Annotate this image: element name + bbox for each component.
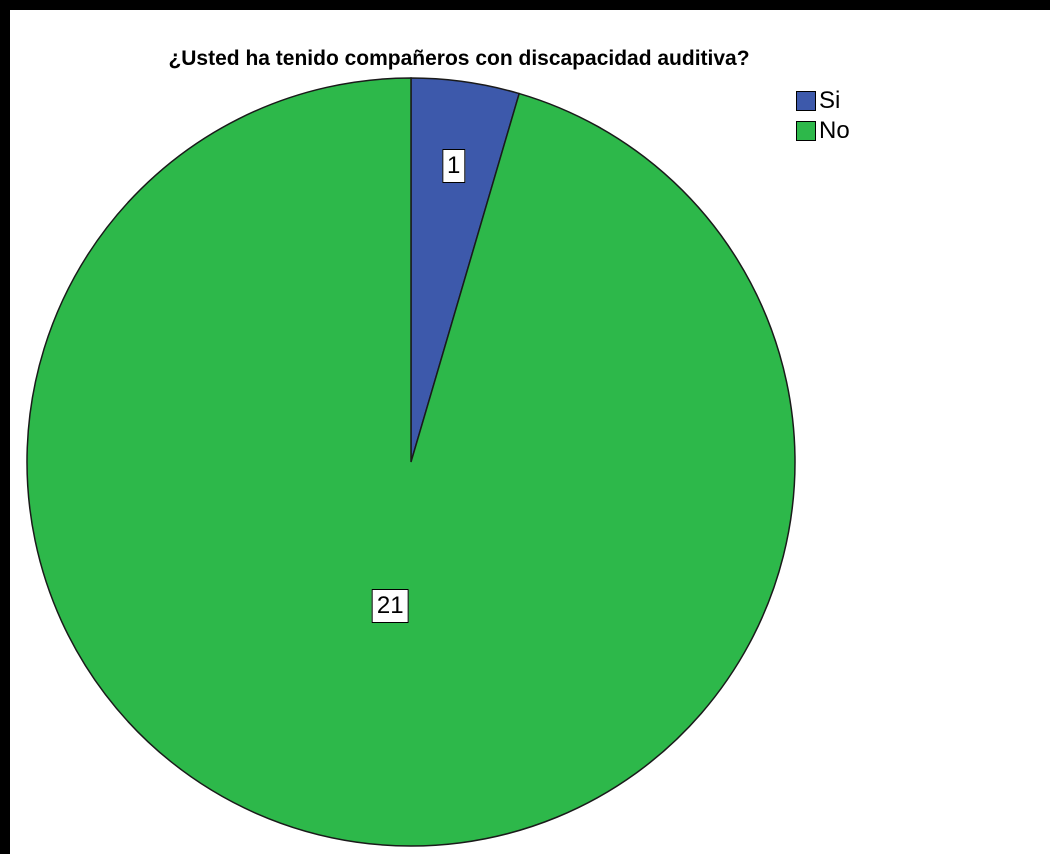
legend-item-no: No [796,116,850,146]
data-label-no: 21 [371,589,409,624]
legend-label-si: Si [819,87,841,114]
legend-swatch-si [796,91,816,111]
chart-title: ¿Usted ha tenido compañeros con discapac… [168,47,750,70]
data-label-si: 1 [441,148,466,183]
legend-label-no: No [819,117,850,144]
legend-item-si: Si [796,86,850,116]
legend-swatch-no [796,121,816,141]
legend: Si No [796,86,850,146]
pie-slice-no [26,77,796,847]
